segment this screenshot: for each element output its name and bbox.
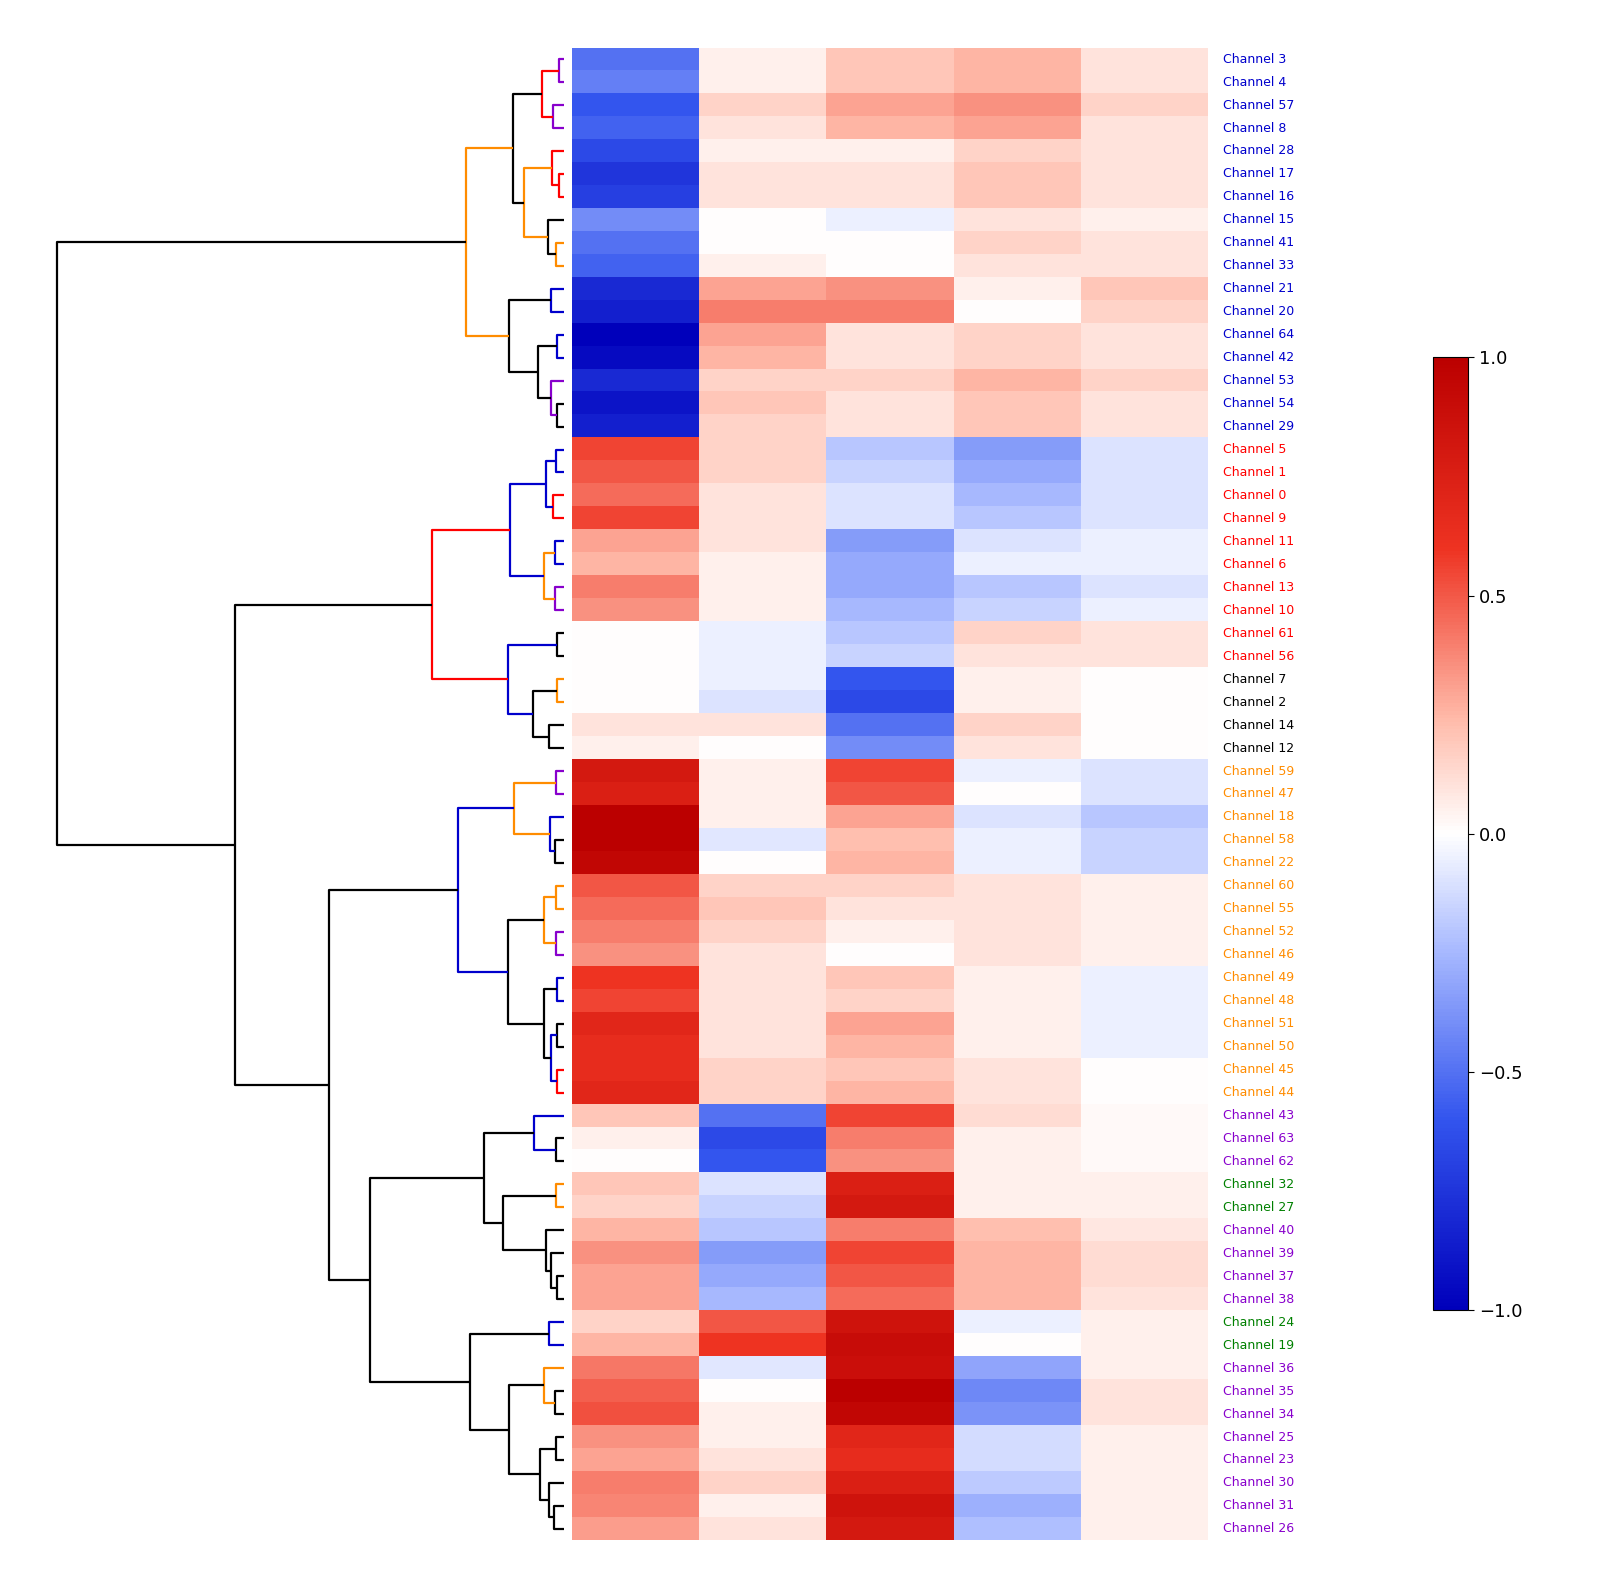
Text: Channel 10: Channel 10 xyxy=(1222,603,1294,616)
Text: Channel 53: Channel 53 xyxy=(1222,375,1294,387)
Text: Channel 48: Channel 48 xyxy=(1222,994,1294,1007)
Text: Channel 17: Channel 17 xyxy=(1222,167,1294,181)
Text: Channel 31: Channel 31 xyxy=(1222,1499,1294,1512)
Text: Channel 40: Channel 40 xyxy=(1222,1224,1294,1237)
Text: Channel 63: Channel 63 xyxy=(1222,1132,1294,1145)
Text: Channel 14: Channel 14 xyxy=(1222,719,1294,732)
Text: Channel 0: Channel 0 xyxy=(1222,489,1286,502)
Text: Channel 61: Channel 61 xyxy=(1222,627,1294,640)
Text: Channel 62: Channel 62 xyxy=(1222,1154,1294,1167)
Text: Channel 16: Channel 16 xyxy=(1222,191,1294,203)
Text: Channel 56: Channel 56 xyxy=(1222,649,1294,662)
Text: Channel 59: Channel 59 xyxy=(1222,764,1294,778)
Text: Channel 50: Channel 50 xyxy=(1222,1040,1294,1053)
Text: Channel 54: Channel 54 xyxy=(1222,397,1294,410)
Text: Channel 55: Channel 55 xyxy=(1222,902,1294,915)
Text: Channel 38: Channel 38 xyxy=(1222,1293,1294,1305)
Text: Channel 26: Channel 26 xyxy=(1222,1523,1294,1536)
Text: Channel 12: Channel 12 xyxy=(1222,742,1294,754)
Text: Channel 33: Channel 33 xyxy=(1222,259,1294,272)
Text: Channel 44: Channel 44 xyxy=(1222,1086,1294,1099)
Text: Channel 4: Channel 4 xyxy=(1222,76,1286,89)
Text: Channel 43: Channel 43 xyxy=(1222,1108,1294,1123)
Text: Channel 46: Channel 46 xyxy=(1222,948,1294,961)
Text: Channel 34: Channel 34 xyxy=(1222,1407,1294,1421)
Text: Channel 5: Channel 5 xyxy=(1222,443,1286,456)
Text: Channel 19: Channel 19 xyxy=(1222,1339,1294,1351)
Text: Channel 28: Channel 28 xyxy=(1222,145,1294,157)
Text: Channel 15: Channel 15 xyxy=(1222,213,1294,227)
Text: Channel 47: Channel 47 xyxy=(1222,788,1294,800)
Text: Channel 52: Channel 52 xyxy=(1222,926,1294,939)
Text: Channel 36: Channel 36 xyxy=(1222,1361,1294,1375)
Text: Channel 7: Channel 7 xyxy=(1222,673,1286,686)
Text: Channel 20: Channel 20 xyxy=(1222,305,1294,318)
Text: Channel 30: Channel 30 xyxy=(1222,1477,1294,1490)
Text: Channel 11: Channel 11 xyxy=(1222,535,1294,548)
Text: Channel 32: Channel 32 xyxy=(1222,1178,1294,1191)
Text: Channel 8: Channel 8 xyxy=(1222,122,1286,135)
Text: Channel 35: Channel 35 xyxy=(1222,1385,1294,1397)
Text: Channel 29: Channel 29 xyxy=(1222,421,1294,434)
Text: Channel 21: Channel 21 xyxy=(1222,283,1294,295)
Text: Channel 42: Channel 42 xyxy=(1222,351,1294,364)
Text: Channel 22: Channel 22 xyxy=(1222,856,1294,869)
Text: Channel 1: Channel 1 xyxy=(1222,465,1286,480)
Text: Channel 2: Channel 2 xyxy=(1222,696,1286,708)
Text: Channel 37: Channel 37 xyxy=(1222,1270,1294,1283)
Text: Channel 13: Channel 13 xyxy=(1222,581,1294,594)
Text: Channel 24: Channel 24 xyxy=(1222,1316,1294,1329)
Text: Channel 23: Channel 23 xyxy=(1222,1453,1294,1466)
Text: Channel 51: Channel 51 xyxy=(1222,1018,1294,1031)
Text: Channel 64: Channel 64 xyxy=(1222,329,1294,341)
Text: Channel 9: Channel 9 xyxy=(1222,511,1286,526)
Text: Channel 49: Channel 49 xyxy=(1222,972,1294,985)
Text: Channel 27: Channel 27 xyxy=(1222,1201,1294,1213)
Text: Channel 39: Channel 39 xyxy=(1222,1247,1294,1259)
Text: Channel 60: Channel 60 xyxy=(1222,880,1294,892)
Text: Channel 25: Channel 25 xyxy=(1222,1431,1294,1443)
Text: Channel 18: Channel 18 xyxy=(1222,810,1294,824)
Text: Channel 41: Channel 41 xyxy=(1222,237,1294,249)
Text: Channel 6: Channel 6 xyxy=(1222,557,1286,570)
Text: Channel 58: Channel 58 xyxy=(1222,834,1294,846)
Text: Channel 3: Channel 3 xyxy=(1222,52,1286,65)
Text: Channel 45: Channel 45 xyxy=(1222,1062,1294,1077)
Text: Channel 57: Channel 57 xyxy=(1222,98,1294,111)
